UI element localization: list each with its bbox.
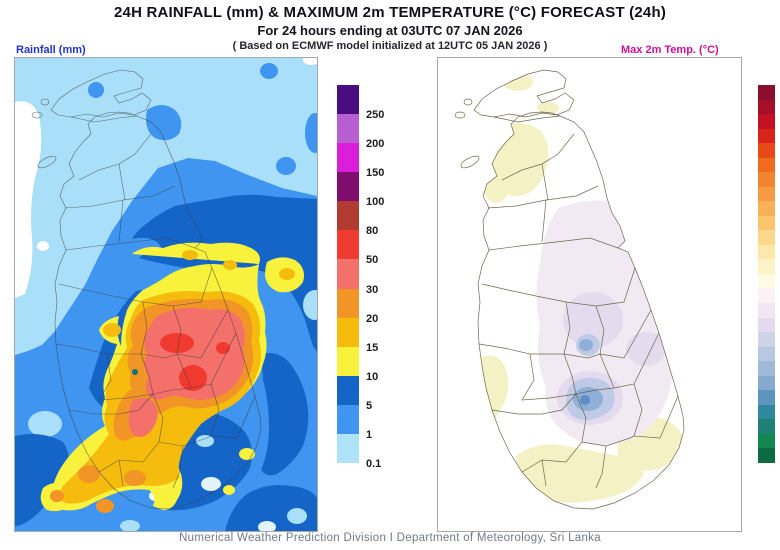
figure-subtitle: For 24 hours ending at 03UTC 07 JAN 2026 — [257, 23, 523, 38]
model-note: ( Based on ECMWF model initialized at 12… — [232, 40, 548, 52]
rainfall-panel-label: Rainfall (mm) — [16, 44, 86, 56]
rainfall-colorbar-tick-label: 100 — [366, 196, 385, 209]
temperature-colorbar-segment — [758, 230, 775, 245]
rain-50-80-areas — [132, 333, 230, 391]
rainfall-colorbar-segment: 30 — [337, 259, 378, 296]
temperature-colorbar-segment — [758, 128, 775, 144]
rainfall-colorbar-segment: 200 — [337, 114, 384, 150]
rainfall-colorbar-tick-label: 50 — [366, 254, 379, 267]
rainfall-colorbar-segment: 5 — [337, 375, 372, 412]
temperature-colorbar-segment — [758, 302, 775, 318]
rain-30-50-areas — [128, 307, 245, 437]
temperature-map — [437, 57, 742, 532]
rainfall-colorbar-segment: 50 — [337, 230, 378, 266]
district-boundaries-left — [31, 69, 262, 510]
temperature-colorbar — [758, 85, 775, 463]
temperature-colorbar-segment — [758, 317, 775, 333]
rainfall-colorbar-tick-label: 1 — [366, 428, 373, 441]
district-boundaries-right — [454, 69, 685, 510]
rainfall-colorbar-segment: 80 — [337, 201, 378, 237]
rainfall-colorbar-segment: 15 — [337, 317, 378, 354]
temperature-colorbar-segment — [758, 346, 775, 362]
rainfall-colorbar-segment: 250 — [337, 85, 384, 121]
temperature-colorbar-segment — [758, 157, 775, 173]
temperature-colorbar-segment — [758, 186, 775, 202]
rainfall-colorbar-tick-label: 250 — [366, 109, 385, 122]
temperature-colorbar-segment — [758, 259, 775, 274]
rainfall-colorbar-tick-label: 150 — [366, 167, 385, 180]
footer-credit: Numerical Weather Prediction Division I … — [179, 532, 601, 544]
rainfall-colorbar-tick-label: 0.1 — [366, 458, 382, 471]
rainfall-colorbar-segment: 100 — [337, 172, 384, 208]
temperature-colorbar-segment — [758, 273, 775, 289]
temperature-colorbar-segment — [758, 99, 775, 115]
temperature-colorbar-segment — [758, 114, 775, 129]
temperature-colorbar-segment — [758, 288, 775, 303]
temperature-colorbar-segment — [758, 244, 775, 260]
rainfall-colorbar-tick-label: 20 — [366, 312, 379, 325]
rainfall-colorbar-tick-label: 200 — [366, 138, 385, 151]
temperature-colorbar-segment — [758, 332, 775, 347]
rainfall-colorbar-segment: 150 — [337, 143, 384, 179]
temperature-colorbar-segment — [758, 361, 775, 376]
rainfall-colorbar-tick-label: 80 — [366, 225, 379, 238]
rainfall-colorbar-tick-label: 30 — [366, 283, 379, 296]
rainfall-map — [14, 57, 318, 532]
temperature-colorbar-segment — [758, 172, 775, 187]
temperature-colorbar-segment — [758, 375, 775, 391]
figure-title: 24H RAINFALL (mm) & MAXIMUM 2m TEMPERATU… — [113, 4, 667, 21]
temperature-colorbar-segment — [758, 143, 775, 158]
rainfall-colorbar-tick-label: 5 — [366, 399, 373, 412]
temperature-colorbar-segment — [758, 215, 775, 231]
temp-panel-label: Max 2m Temp. (°C) — [621, 44, 719, 56]
temperature-colorbar-segment — [758, 201, 775, 216]
rainfall-colorbar-tick-label: 15 — [366, 341, 379, 354]
rainfall-colorbar-tick-label: 10 — [366, 370, 379, 383]
rainfall-colorbar-segment: 10 — [337, 346, 378, 383]
temperature-map-svg — [438, 58, 741, 531]
temperature-colorbar-segment — [758, 433, 775, 449]
temperature-colorbar-segment — [758, 419, 775, 434]
temperature-colorbar-segment — [758, 404, 775, 420]
temperature-colorbar-segment — [758, 448, 775, 463]
temperature-colorbar-segment — [758, 390, 775, 405]
rainfall-colorbar-segment: 0.1 — [337, 433, 381, 470]
rainfall-colorbar-segment: 20 — [337, 288, 378, 325]
temperature-colorbar-segment — [758, 85, 775, 100]
rainfall-colorbar-segment: 1 — [337, 404, 372, 441]
rainfall-colorbar: 250 200 150 100 80 50 30 20 15 10 5 1 0.1 — [337, 85, 384, 470]
rainfall-map-svg — [15, 58, 317, 531]
